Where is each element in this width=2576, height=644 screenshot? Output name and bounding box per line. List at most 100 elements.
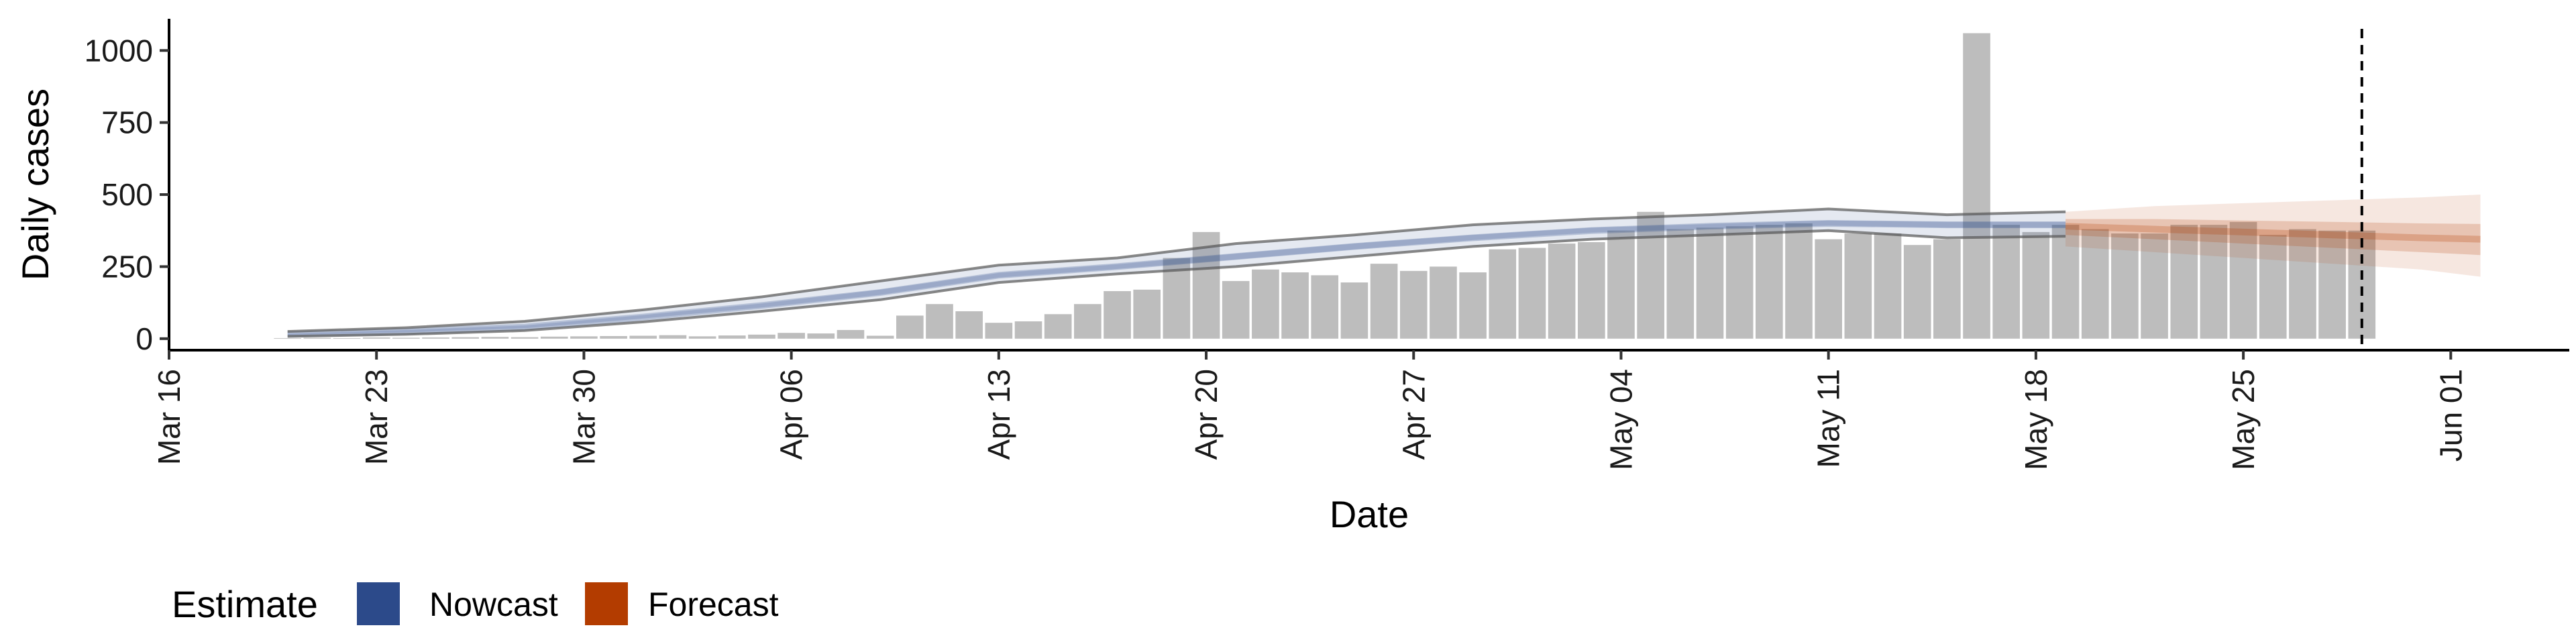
x-tick-label: Mar 23 bbox=[359, 369, 394, 465]
bar-2020-05-25 bbox=[2229, 221, 2257, 339]
bar-2020-03-30 bbox=[570, 336, 598, 339]
bar-2020-05-14 bbox=[1903, 245, 1931, 339]
bar-2020-04-05 bbox=[748, 334, 775, 339]
bar-2020-04-28 bbox=[1430, 266, 1457, 339]
forecast-band-90 bbox=[2065, 195, 2481, 277]
bar-2020-04-13 bbox=[985, 323, 1013, 339]
bar-2020-04-02 bbox=[659, 335, 687, 339]
bar-2020-04-15 bbox=[1044, 314, 1072, 339]
bar-2020-04-06 bbox=[777, 333, 805, 339]
bar-2020-04-16 bbox=[1074, 304, 1102, 339]
bar-2020-04-12 bbox=[955, 311, 983, 339]
bar-2020-05-22 bbox=[2141, 233, 2168, 339]
bar-2020-04-08 bbox=[837, 329, 865, 339]
bar-2020-04-18 bbox=[1133, 289, 1161, 339]
legend-swatch-nowcast bbox=[357, 582, 400, 625]
bar-2020-05-08 bbox=[1725, 226, 1754, 339]
bar-2020-03-26 bbox=[451, 337, 480, 339]
x-tick-label: Jun 01 bbox=[2433, 369, 2468, 462]
bar-2020-04-30 bbox=[1489, 249, 1517, 339]
bar-2020-04-20 bbox=[1192, 231, 1220, 339]
bar-2020-05-03 bbox=[1577, 241, 1605, 339]
x-tick-label: Apr 06 bbox=[774, 369, 809, 460]
nowcast-upper-edge bbox=[287, 207, 2066, 333]
x-axis-title: Date bbox=[1330, 493, 1409, 535]
x-tick-label: May 18 bbox=[2019, 369, 2053, 470]
x-tick-label: Apr 13 bbox=[981, 369, 1016, 460]
y-tick-label: 1000 bbox=[85, 33, 153, 68]
bar-2020-05-05 bbox=[1637, 211, 1664, 339]
nowcast-band-90 bbox=[287, 209, 2066, 337]
bar-2020-05-21 bbox=[2111, 233, 2139, 339]
y-tick-label: 0 bbox=[136, 321, 153, 356]
bar-2020-04-04 bbox=[718, 335, 746, 339]
axes-layer: 0 250 500 750 1000 Mar 16 Mar 23 Mar 30 Apr 06 Ap… bbox=[85, 19, 2569, 470]
bar-2020-05-10 bbox=[1785, 223, 1813, 339]
bar-2020-05-11 bbox=[1815, 239, 1842, 339]
bar-2020-03-29 bbox=[540, 336, 568, 339]
bar-2020-05-12 bbox=[1844, 233, 1872, 339]
y-tick-label: 500 bbox=[101, 177, 153, 212]
bar-2020-05-17 bbox=[1992, 225, 2021, 339]
bar-2020-04-29 bbox=[1459, 272, 1487, 339]
bar-2020-04-27 bbox=[1399, 270, 1428, 339]
bar-2020-04-17 bbox=[1104, 290, 1131, 339]
x-tick-label: Apr 27 bbox=[1396, 369, 1431, 460]
nowcast-lower-edge bbox=[287, 229, 2066, 338]
bar-2020-04-26 bbox=[1370, 264, 1398, 339]
bar-2020-05-28 bbox=[2318, 230, 2346, 339]
bar-2020-04-11 bbox=[926, 304, 953, 339]
bar-2020-04-14 bbox=[1014, 321, 1042, 339]
x-tick-label: Apr 20 bbox=[1189, 369, 1224, 460]
nowcast-median-line bbox=[287, 219, 2066, 338]
ribbons-layer bbox=[287, 195, 2481, 338]
nowcast-band-50 bbox=[287, 220, 2066, 335]
x-tick-label: May 25 bbox=[2226, 369, 2261, 470]
forecast-median-line bbox=[2065, 223, 2481, 243]
legend-label-nowcast: Nowcast bbox=[429, 586, 558, 623]
x-tick-label: May 11 bbox=[1811, 369, 1846, 468]
bar-2020-03-21 bbox=[303, 337, 331, 339]
bar-2020-05-02 bbox=[1548, 244, 1576, 339]
bar-2020-05-09 bbox=[1756, 225, 1783, 339]
legend: Estimate Nowcast Forecast bbox=[172, 582, 779, 625]
x-tick-label: Mar 16 bbox=[152, 369, 186, 465]
forecast-band-50 bbox=[2065, 219, 2481, 256]
bar-2020-05-26 bbox=[2259, 235, 2287, 339]
bar-2020-04-09 bbox=[866, 335, 894, 339]
y-tick-label: 250 bbox=[101, 249, 153, 284]
bar-2020-05-18 bbox=[2022, 231, 2050, 339]
bar-2020-05-16 bbox=[1963, 33, 1990, 339]
bar-2020-03-31 bbox=[600, 335, 627, 339]
bar-2020-03-28 bbox=[511, 337, 539, 339]
bar-2020-03-22 bbox=[333, 337, 361, 339]
legend-title: Estimate bbox=[172, 583, 318, 625]
bar-2020-03-20 bbox=[274, 337, 302, 339]
x-tick-label: May 04 bbox=[1603, 369, 1638, 470]
bar-2020-04-24 bbox=[1311, 275, 1339, 339]
bar-2020-05-06 bbox=[1666, 229, 1695, 339]
legend-swatch-forecast bbox=[585, 582, 628, 625]
bar-2020-04-22 bbox=[1252, 269, 1279, 339]
bar-2020-04-03 bbox=[688, 336, 716, 339]
bar-2020-03-23 bbox=[362, 337, 390, 339]
y-axis-title: Daily cases bbox=[14, 89, 56, 280]
bar-2020-04-01 bbox=[629, 335, 657, 339]
bar-2020-04-07 bbox=[807, 333, 835, 339]
bar-2020-05-04 bbox=[1607, 230, 1635, 339]
bar-2020-05-19 bbox=[2051, 225, 2080, 339]
bar-2020-03-25 bbox=[422, 337, 449, 339]
bars-layer bbox=[274, 33, 2376, 339]
bar-2020-05-24 bbox=[2200, 225, 2228, 339]
x-tick-label: Mar 30 bbox=[566, 369, 601, 465]
bar-2020-05-13 bbox=[1874, 233, 1902, 339]
bar-2020-05-15 bbox=[1933, 239, 1961, 339]
bar-2020-03-24 bbox=[392, 337, 420, 339]
bar-2020-05-20 bbox=[2081, 229, 2109, 339]
bar-2020-04-21 bbox=[1222, 280, 1250, 339]
bar-2020-05-27 bbox=[2289, 229, 2316, 339]
bar-2020-04-25 bbox=[1340, 282, 1368, 339]
bar-2020-05-23 bbox=[2170, 225, 2198, 339]
bar-2020-05-01 bbox=[1518, 248, 1546, 339]
